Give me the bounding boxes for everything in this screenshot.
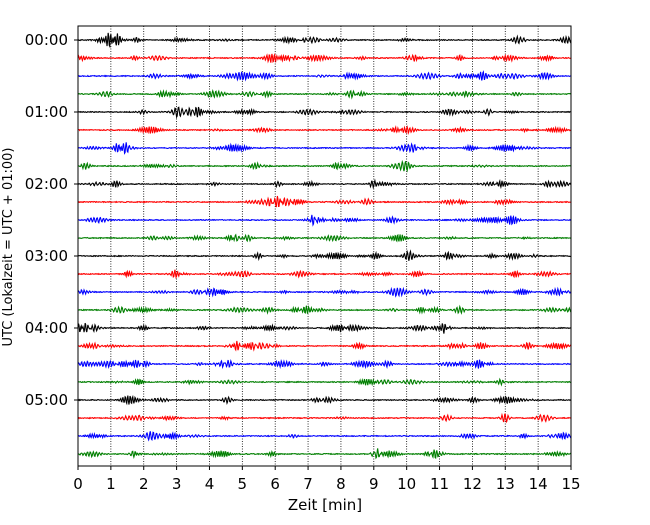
trace-row-19 [77, 377, 572, 387]
x-tick-label-7: 7 [303, 475, 313, 493]
trace-row-16 [77, 322, 572, 334]
trace-row-23 [77, 448, 572, 460]
x-tick-label-12: 12 [463, 475, 482, 493]
trace-row-10 [77, 214, 572, 227]
trace-row-4 [77, 106, 572, 119]
x-tick-label-3: 3 [172, 475, 182, 493]
y-axis-label: UTC (Lokalzeit = UTC + 01:00) [1, 148, 16, 347]
trace-row-17 [77, 340, 572, 352]
x-tick-label-10: 10 [397, 475, 416, 493]
trace-row-9 [77, 195, 572, 208]
x-tick-label-5: 5 [238, 475, 248, 493]
trace-row-14 [77, 286, 572, 298]
x-tick-label-6: 6 [270, 475, 280, 493]
x-tick-label-2: 2 [139, 475, 149, 493]
trace-row-15 [77, 304, 572, 315]
axis-layer: 0 1 2 3 4 5 6 7 8 9 10 11 12 13 14 1500:0001:0002:0003:… [25, 25, 581, 493]
x-tick-label-15: 15 [561, 475, 580, 493]
y-tick-label-3: 03:00 [25, 247, 68, 265]
x-tick-label-8: 8 [336, 475, 346, 493]
x-axis-label: Zeit [min] [288, 496, 362, 514]
y-tick-label-0: 00:00 [25, 31, 68, 49]
y-tick-label-1: 01:00 [25, 103, 68, 121]
x-tick-label-0: 0 [73, 475, 83, 493]
x-tick-label-1: 1 [106, 475, 116, 493]
trace-layer [77, 32, 572, 460]
trace-row-21 [77, 412, 572, 424]
trace-row-12 [77, 249, 572, 262]
trace-row-18 [77, 359, 572, 370]
trace-row-20 [77, 394, 572, 406]
x-tick-label-11: 11 [430, 475, 449, 493]
trace-row-5 [77, 125, 572, 136]
x-tick-label-4: 4 [205, 475, 215, 493]
trace-row-8 [77, 178, 572, 190]
trace-row-13 [77, 269, 572, 280]
trace-row-2 [77, 70, 572, 82]
x-tick-label-9: 9 [369, 475, 379, 493]
y-tick-label-4: 04:00 [25, 319, 68, 337]
trace-row-11 [77, 233, 572, 243]
trace-row-0 [77, 32, 572, 49]
trace-row-22 [77, 431, 572, 442]
trace-row-3 [77, 88, 572, 100]
y-tick-label-2: 02:00 [25, 175, 68, 193]
plot-frame [77, 25, 572, 467]
trace-row-6 [77, 142, 572, 155]
trace-row-1 [77, 52, 572, 64]
grid-layer [110, 26, 539, 466]
x-tick-label-13: 13 [496, 475, 515, 493]
trace-row-7 [77, 159, 572, 173]
y-tick-label-5: 05:00 [25, 391, 68, 409]
x-tick-label-14: 14 [529, 475, 548, 493]
